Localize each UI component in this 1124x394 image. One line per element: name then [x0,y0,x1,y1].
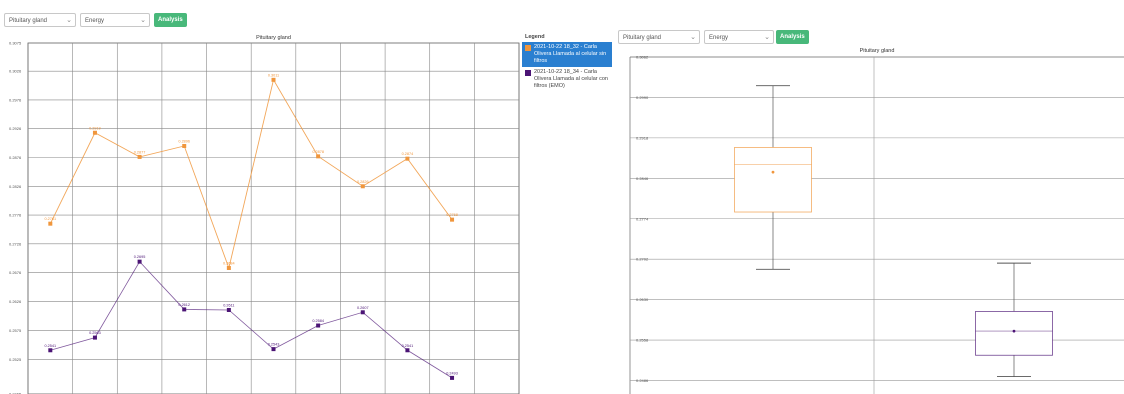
data-point [316,323,321,328]
data-point [182,143,187,148]
mean-marker [771,170,775,174]
data-point [271,347,276,352]
data-point [226,307,231,312]
y-tick-label: 0.3075 [9,41,22,46]
legend-item[interactable]: 2021-10-22 18_32 - Carla Olivera Llamada… [522,42,612,67]
y-tick-label: 0.2676 [9,270,22,275]
line-chart-panel: Pituitary gland ⌄ Energy ⌄ Analysis Pitu… [4,13,612,394]
y-tick-label: 0.2846 [636,176,649,181]
structure-select-value: Pituitary gland [9,18,48,24]
chart-title: Pituitary gland [860,48,895,54]
data-point [48,348,53,353]
data-label: 0.2611 [223,303,234,307]
data-point [405,156,410,161]
data-label: 0.2761 [45,217,57,221]
data-point [226,265,231,270]
structure-select[interactable]: Pituitary gland ⌄ [4,13,76,27]
analysis-button[interactable]: Analysis [776,30,809,44]
legend-label: 2021-10-22 18_34 - Carla Olivera Llamada… [534,69,608,89]
data-point [360,184,365,189]
data-label: 0.2612 [178,303,190,307]
data-label: 0.2695 [134,255,146,259]
data-label: 0.2563 [89,331,101,335]
data-label: 0.2896 [178,139,190,143]
data-label: 0.3011 [268,73,279,77]
y-tick-label: 0.2990 [636,95,649,100]
y-tick-label: 0.2774 [636,216,649,221]
analysis-button[interactable]: Analysis [154,13,187,27]
structure-select[interactable]: Pituitary gland ⌄ [618,30,700,44]
structure-select-value: Pituitary gland [623,35,662,41]
legend-label: 2021-10-22 18_32 - Carla Olivera Llamada… [534,44,607,64]
legend-swatch [525,69,531,76]
data-point [137,259,142,264]
metric-select-value: Energy [85,18,105,24]
y-tick-label: 0.2465 [9,392,22,394]
data-point [92,335,97,340]
metric-select-value: Energy [709,35,729,41]
line-chart: Pituitary gland 0.3075 0.3026 0.2976 0.2926 0… [9,35,520,394]
y-tick-label: 0.2575 [9,328,22,333]
data-point [450,217,455,222]
y-tick-label: 0.3026 [9,69,22,74]
data-point [137,154,142,159]
y-tick-label: 0.3062 [636,55,649,60]
box [734,147,812,213]
data-label: 0.2919 [89,126,101,130]
data-label: 0.2768 [446,213,458,217]
data-label: 0.2541 [402,344,414,348]
data-label: 0.2541 [45,344,57,348]
data-point [360,310,365,315]
mean-marker [1012,329,1016,333]
y-tick-label: 0.2976 [9,97,22,102]
data-label: 0.2684 [223,261,235,265]
box-chart: Pituitary gland 0.3062 0.2990 0.2918 0.2846 0… [629,48,1124,394]
legend-swatch [525,44,531,51]
metric-select[interactable]: Energy ⌄ [704,30,774,44]
chevron-down-icon: ⌄ [764,34,770,41]
data-label: 0.2874 [402,152,414,156]
data-point [182,307,187,312]
chevron-down-icon: ⌄ [690,34,696,41]
y-tick-label: 0.2876 [9,155,22,160]
y-tick-label: 0.2826 [9,184,22,189]
legend-item[interactable]: 2021-10-22 18_34 - Carla Olivera Llamada… [522,67,612,92]
data-label: 0.2493 [446,371,458,375]
series-line [49,78,453,270]
y-tick-label: 0.2918 [636,135,649,140]
data-label: 0.2877 [134,150,146,154]
data-point [48,221,53,226]
data-point [450,375,455,380]
series-line [50,260,453,379]
legend-title: Legend [525,34,545,40]
chart-title: Pituitary gland [256,35,291,41]
metric-select[interactable]: Energy ⌄ [80,13,150,27]
chevron-down-icon: ⌄ [140,17,146,24]
data-label: 0.2826 [357,180,369,184]
chevron-down-icon: ⌄ [66,17,72,24]
data-point [405,348,410,353]
data-label: 0.2584 [312,319,324,323]
y-tick-label: 0.2776 [9,213,22,218]
y-tick-label: 0.2926 [9,126,22,131]
y-tick-label: 0.2486 [636,378,649,383]
box-chart-panel: Pituitary gland ⌄ Energy ⌄ Analysis Pitu… [616,0,1124,394]
y-tick-label: 0.2726 [9,241,22,246]
legend: Legend 2021-10-22 18_32 - Carla Olivera … [522,32,612,92]
y-tick-label: 0.2630 [636,297,649,302]
y-tick-label: 0.2626 [9,299,22,304]
data-point [316,154,321,159]
y-tick-label: 0.2558 [636,338,649,343]
data-point [92,130,97,135]
data-label: 0.2543 [268,343,280,347]
y-tick-label: 0.2702 [636,257,649,262]
y-tick-label: 0.2525 [9,357,22,362]
data-label: 0.2607 [357,306,369,310]
data-label: 0.2878 [312,150,324,154]
data-point [271,77,276,82]
plot-area [27,42,520,394]
box [975,311,1053,356]
